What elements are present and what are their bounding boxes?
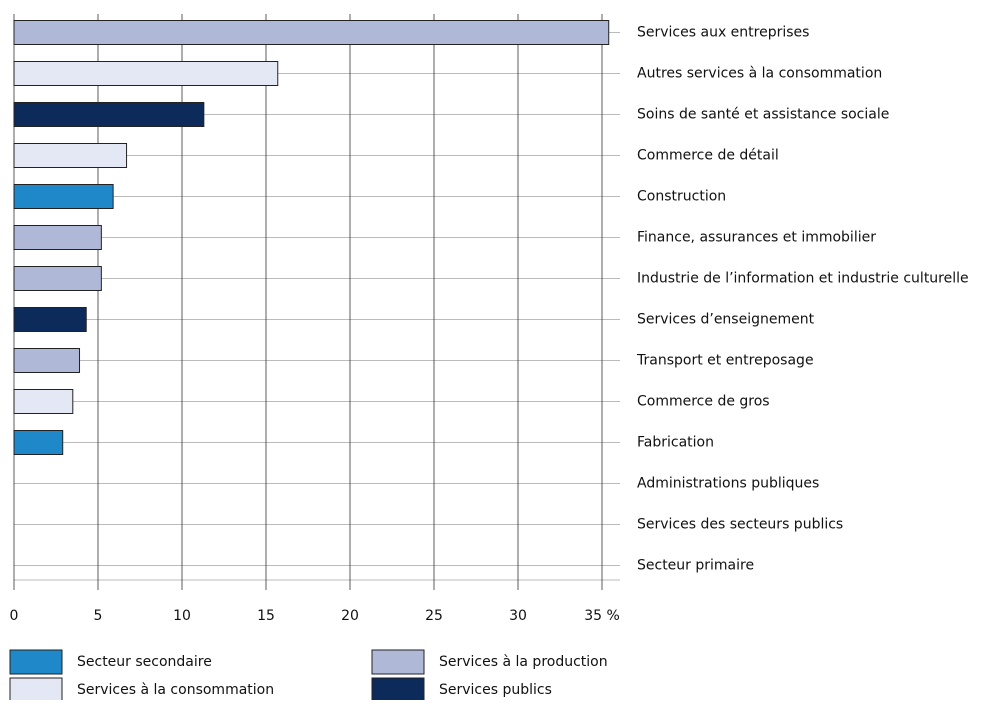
x-tick-label: 10	[173, 608, 191, 624]
category-label: Secteur primaire	[637, 558, 754, 574]
x-tick-label: 25	[425, 608, 443, 624]
category-label: Transport et entreposage	[636, 353, 814, 369]
legend-label: Services à la consommation	[77, 682, 274, 698]
legend-label: Secteur secondaire	[77, 654, 212, 670]
category-label: Fabrication	[637, 435, 714, 451]
bar	[13, 20, 610, 45]
category-label: Soins de santé et assistance sociale	[637, 107, 889, 123]
category-label: Construction	[637, 189, 726, 205]
legend-swatch	[9, 649, 63, 675]
x-tick-label: 15	[257, 608, 275, 624]
x-tick-label: 35 %	[584, 608, 620, 624]
category-label: Autres services à la consommation	[637, 66, 882, 82]
category-label: Services des secteurs publics	[637, 517, 843, 533]
bar	[13, 430, 64, 455]
bar	[13, 307, 87, 332]
x-tick-label: 0	[10, 608, 19, 624]
x-tick-label: 30	[509, 608, 527, 624]
category-label: Administrations publiques	[637, 476, 819, 492]
legend-label: Services à la production	[439, 654, 608, 670]
legend-swatch	[371, 649, 425, 675]
bar	[13, 184, 114, 209]
category-label: Commerce de détail	[637, 148, 779, 164]
category-label: Finance, assurances et immobilier	[637, 230, 876, 246]
bar	[13, 102, 205, 127]
bar	[13, 61, 279, 86]
legend-swatch	[9, 677, 63, 703]
legend-swatch	[371, 677, 425, 703]
category-label: Industrie de l’information et industrie …	[637, 271, 969, 287]
category-label: Commerce de gros	[637, 394, 770, 410]
bar	[13, 266, 102, 291]
category-label: Services d’enseignement	[637, 312, 815, 328]
bar	[13, 348, 81, 373]
x-tick-label: 20	[341, 608, 359, 624]
bar	[13, 143, 128, 168]
bar	[13, 225, 102, 250]
bar	[13, 389, 74, 414]
category-label: Services aux entreprises	[637, 25, 809, 41]
legend-label: Services publics	[439, 682, 552, 698]
x-tick-label: 5	[94, 608, 103, 624]
